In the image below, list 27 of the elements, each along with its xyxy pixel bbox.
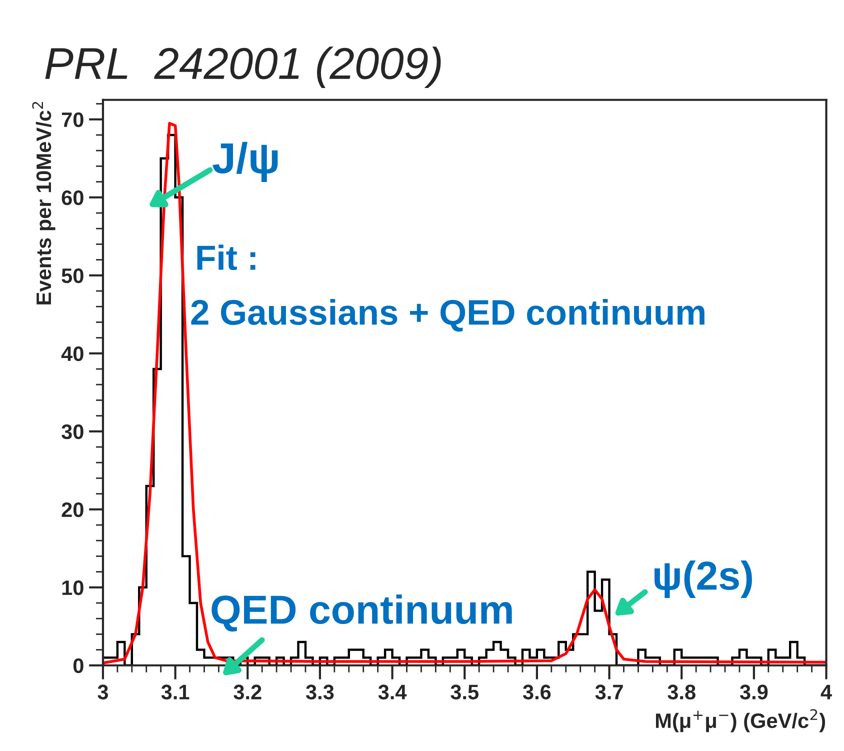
chart-title: PRL 242001 (2009) — [45, 46, 441, 88]
annotation: ψ(2s) — [654, 560, 752, 598]
x-tick-label: 3.7 — [595, 684, 623, 700]
y-tick-label: 40 — [61, 346, 84, 362]
x-tick-label: 3.1 — [161, 684, 190, 700]
x-tick-label: 3 — [98, 684, 108, 700]
annotation: QED continuum — [212, 594, 512, 632]
x-tick-label: 4 — [820, 684, 832, 700]
x-axis-title: M(μ$^{+}$μ$^{−}$) (GeV/c$^{2}$) — [656, 709, 826, 732]
annotation: J/ψ — [212, 142, 278, 182]
x-tick-label: 3.8 — [668, 684, 696, 700]
annotation: 2 Gaussians + QED continuum — [191, 298, 704, 332]
y-tick-label: 10 — [62, 580, 84, 596]
annotation: Fit : — [197, 244, 256, 270]
y-axis-title: Events per 10MeV/c$^{2}$ — [32, 102, 56, 304]
y-tick-label: 70 — [62, 112, 84, 128]
x-tick-label: 3.9 — [740, 684, 768, 700]
x-tick-label: 3.4 — [378, 684, 407, 700]
x-tick-label: 3.5 — [450, 684, 479, 700]
y-tick-label: 0 — [73, 658, 84, 674]
x-tick-label: 3.6 — [522, 684, 551, 700]
x-tick-label: 3.2 — [234, 684, 262, 700]
y-tick-label: 60 — [62, 190, 84, 206]
x-tick-label: 3.3 — [306, 684, 334, 700]
y-tick-label: 30 — [62, 424, 84, 440]
y-tick-label: 50 — [62, 268, 84, 284]
y-tick-label: 20 — [62, 502, 84, 518]
